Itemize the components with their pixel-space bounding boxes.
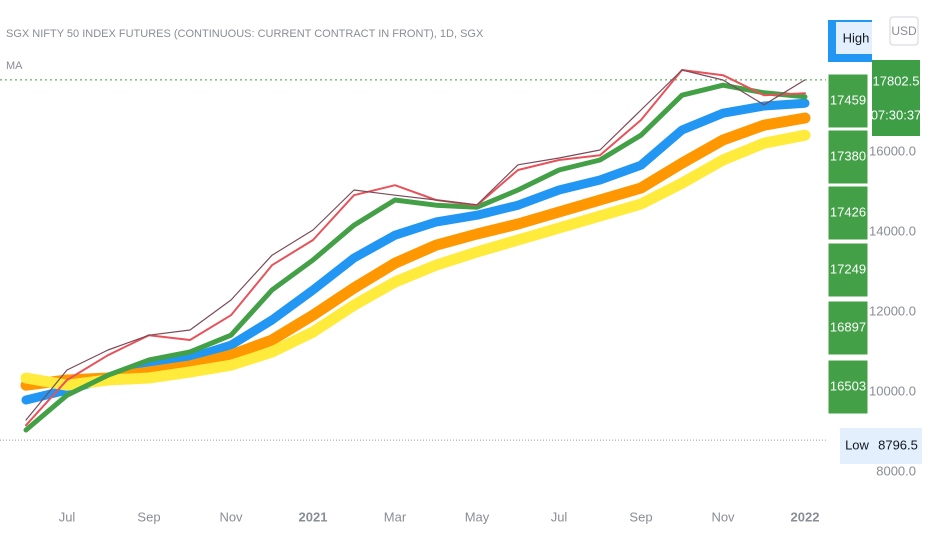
ma-label-box <box>827 300 869 356</box>
ma-label-box <box>827 73 869 129</box>
y-tick-label: 12000.0 <box>869 303 916 318</box>
y-tick-label: 8000.0 <box>876 463 916 478</box>
x-tick-label: Jul <box>551 509 568 524</box>
ma-line <box>20 129 811 391</box>
ma-line <box>25 69 806 421</box>
plot-area <box>20 69 811 433</box>
last-price-box <box>872 60 920 136</box>
countdown-label: 07:30:37 <box>871 107 922 122</box>
low-label: Low <box>845 437 869 452</box>
ma-line <box>23 82 808 433</box>
ma-label-box <box>827 129 869 185</box>
high-label: High <box>843 30 870 45</box>
x-tick-label: Mar <box>384 509 407 524</box>
x-tick-label: Nov <box>711 509 735 524</box>
ma-label: 17380 <box>830 148 866 163</box>
low-value-label: 8796.5 <box>878 437 918 452</box>
y-tick-label: 16000.0 <box>869 143 916 158</box>
ma-label-box <box>827 359 869 415</box>
low-box <box>840 428 874 464</box>
y-tick-label: 14000.0 <box>869 223 916 238</box>
high-box <box>836 22 872 54</box>
x-tick-label: Sep <box>137 509 160 524</box>
x-tick-label: 2022 <box>791 509 820 524</box>
currency-box <box>889 16 919 46</box>
ma-label: 17426 <box>830 204 866 219</box>
x-tick-label: May <box>465 509 490 524</box>
chart-title: SGX NIFTY 50 INDEX FUTURES (CONTINUOUS: … <box>6 28 484 40</box>
ma-line <box>20 112 811 391</box>
ma-label-box <box>827 185 869 241</box>
low-value-box <box>874 428 922 464</box>
x-tick-label: Jul <box>59 509 76 524</box>
ma-label: 17249 <box>830 261 866 276</box>
x-tick-label: 2021 <box>299 509 328 524</box>
ma-line <box>25 69 806 427</box>
last-price-label: 17802.5 <box>873 73 920 88</box>
currency-label: USD <box>891 24 917 38</box>
x-tick-label: Sep <box>629 509 652 524</box>
y-tick-label: 10000.0 <box>869 383 916 398</box>
ma-label: 16897 <box>830 319 866 334</box>
ma-label: 16503 <box>830 378 866 393</box>
x-tick-label: Nov <box>219 509 243 524</box>
indicator-label: MA <box>6 60 23 72</box>
ma-label: 17459 <box>830 92 866 107</box>
ma-label-box <box>827 242 869 298</box>
price-scale: High USD 17459 17380 17426 17249 16897 16503 178… <box>827 16 922 464</box>
ma-line <box>21 98 810 405</box>
